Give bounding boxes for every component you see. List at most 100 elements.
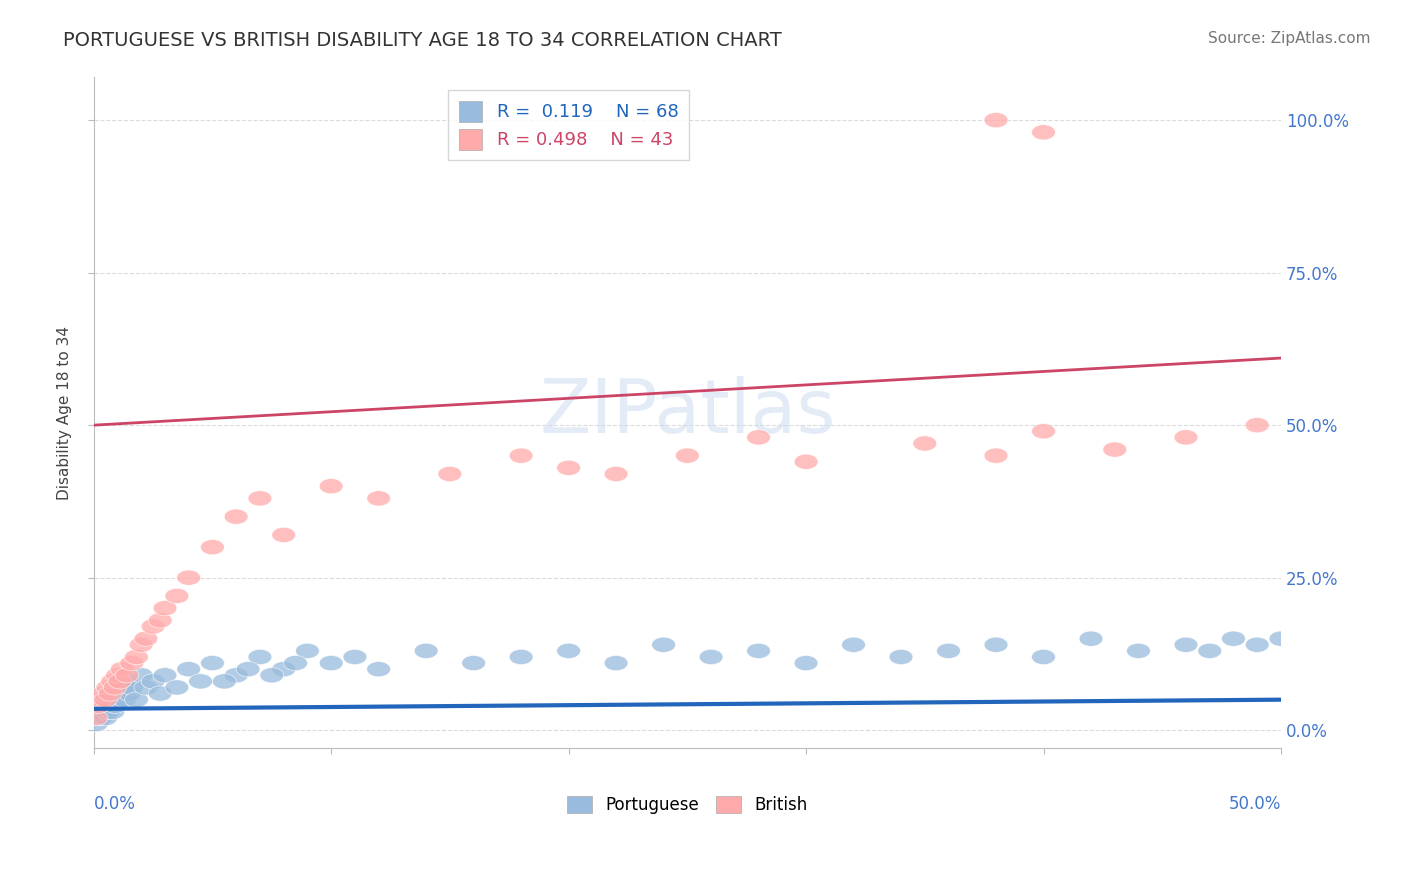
Ellipse shape <box>141 619 165 634</box>
Ellipse shape <box>295 643 319 658</box>
Ellipse shape <box>98 686 122 701</box>
Ellipse shape <box>1174 430 1198 445</box>
Ellipse shape <box>284 656 308 671</box>
Ellipse shape <box>367 491 391 506</box>
Ellipse shape <box>1246 417 1270 433</box>
Ellipse shape <box>415 643 439 658</box>
Ellipse shape <box>1222 631 1246 647</box>
Ellipse shape <box>236 662 260 677</box>
Ellipse shape <box>87 710 110 725</box>
Ellipse shape <box>1102 442 1126 458</box>
Ellipse shape <box>125 692 148 707</box>
Ellipse shape <box>118 686 141 701</box>
Ellipse shape <box>120 680 143 695</box>
Text: 0.0%: 0.0% <box>94 796 135 814</box>
Ellipse shape <box>125 649 148 665</box>
Ellipse shape <box>91 705 115 720</box>
Text: ZIPatlas: ZIPatlas <box>538 376 835 450</box>
Ellipse shape <box>212 673 236 689</box>
Ellipse shape <box>260 667 284 683</box>
Ellipse shape <box>1032 649 1056 665</box>
Ellipse shape <box>1080 631 1102 647</box>
Ellipse shape <box>367 662 391 677</box>
Ellipse shape <box>177 570 201 585</box>
Ellipse shape <box>794 454 818 469</box>
Ellipse shape <box>984 637 1008 652</box>
Ellipse shape <box>557 460 581 475</box>
Ellipse shape <box>747 430 770 445</box>
Ellipse shape <box>103 686 127 701</box>
Ellipse shape <box>1032 125 1056 140</box>
Ellipse shape <box>188 673 212 689</box>
Ellipse shape <box>94 692 118 707</box>
Ellipse shape <box>108 686 132 701</box>
Ellipse shape <box>153 600 177 615</box>
Ellipse shape <box>108 673 132 689</box>
Ellipse shape <box>141 673 165 689</box>
Ellipse shape <box>91 692 115 707</box>
Ellipse shape <box>129 637 153 652</box>
Ellipse shape <box>1198 643 1222 658</box>
Ellipse shape <box>912 436 936 451</box>
Ellipse shape <box>201 656 225 671</box>
Ellipse shape <box>84 710 108 725</box>
Ellipse shape <box>343 649 367 665</box>
Ellipse shape <box>101 673 125 689</box>
Ellipse shape <box>225 667 247 683</box>
Ellipse shape <box>319 656 343 671</box>
Ellipse shape <box>271 527 295 542</box>
Ellipse shape <box>842 637 866 652</box>
Ellipse shape <box>509 649 533 665</box>
Ellipse shape <box>89 698 112 714</box>
Ellipse shape <box>605 656 628 671</box>
Ellipse shape <box>439 467 461 482</box>
Ellipse shape <box>1126 643 1150 658</box>
Ellipse shape <box>605 467 628 482</box>
Ellipse shape <box>129 667 153 683</box>
Ellipse shape <box>1174 637 1198 652</box>
Ellipse shape <box>794 656 818 671</box>
Ellipse shape <box>134 631 157 647</box>
Ellipse shape <box>91 686 115 701</box>
Ellipse shape <box>177 662 201 677</box>
Ellipse shape <box>1032 424 1056 439</box>
Ellipse shape <box>115 673 139 689</box>
Ellipse shape <box>98 686 122 701</box>
Ellipse shape <box>108 673 132 689</box>
Ellipse shape <box>105 692 129 707</box>
Ellipse shape <box>101 705 125 720</box>
Ellipse shape <box>319 478 343 494</box>
Ellipse shape <box>87 705 110 720</box>
Ellipse shape <box>247 491 271 506</box>
Ellipse shape <box>165 680 188 695</box>
Ellipse shape <box>134 680 157 695</box>
Ellipse shape <box>110 662 134 677</box>
Ellipse shape <box>87 698 110 714</box>
Ellipse shape <box>110 680 134 695</box>
Ellipse shape <box>461 656 485 671</box>
Ellipse shape <box>699 649 723 665</box>
Ellipse shape <box>652 637 675 652</box>
Ellipse shape <box>103 698 127 714</box>
Ellipse shape <box>103 680 127 695</box>
Ellipse shape <box>747 643 770 658</box>
Ellipse shape <box>96 680 120 695</box>
Ellipse shape <box>936 643 960 658</box>
Text: 50.0%: 50.0% <box>1229 796 1281 814</box>
Ellipse shape <box>148 686 172 701</box>
Ellipse shape <box>94 710 118 725</box>
Ellipse shape <box>89 710 112 725</box>
Ellipse shape <box>225 509 247 524</box>
Ellipse shape <box>115 667 139 683</box>
Ellipse shape <box>94 698 118 714</box>
Ellipse shape <box>247 649 271 665</box>
Ellipse shape <box>105 680 129 695</box>
Ellipse shape <box>509 448 533 463</box>
Ellipse shape <box>1246 637 1270 652</box>
Ellipse shape <box>271 662 295 677</box>
Ellipse shape <box>201 540 225 555</box>
Ellipse shape <box>101 692 125 707</box>
Ellipse shape <box>148 613 172 628</box>
Ellipse shape <box>105 667 129 683</box>
Ellipse shape <box>984 112 1008 128</box>
